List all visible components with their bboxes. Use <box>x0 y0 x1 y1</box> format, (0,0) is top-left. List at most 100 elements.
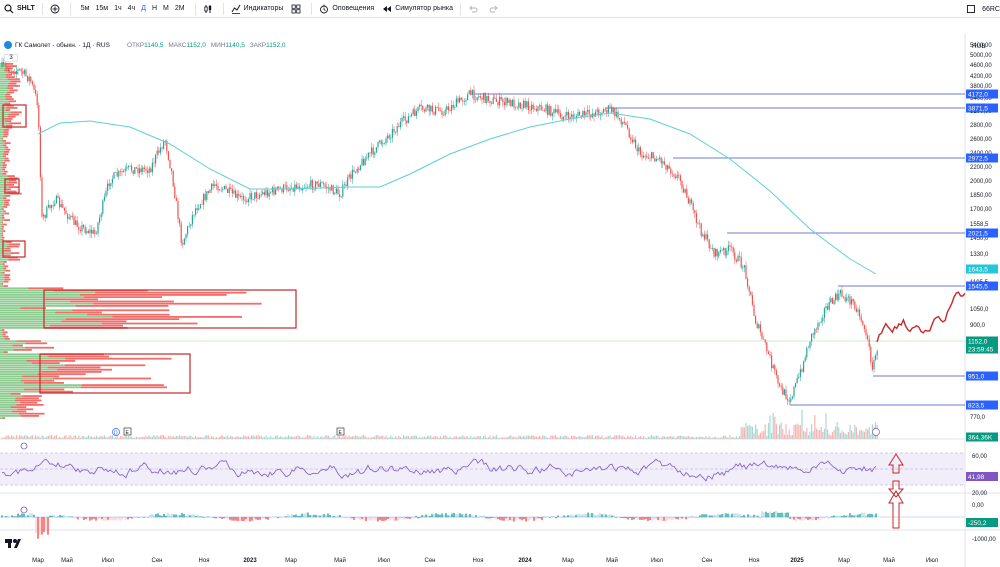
macd-bar <box>437 514 439 518</box>
candle-body <box>639 147 641 156</box>
highlight-box[interactable] <box>2 240 26 258</box>
timeframe-6[interactable]: М <box>163 5 169 12</box>
candle-body <box>134 167 136 174</box>
volume-bar <box>604 437 606 439</box>
macd-bar <box>711 515 713 518</box>
volume-bar <box>84 437 86 439</box>
candle-body <box>675 176 677 179</box>
macd-bar <box>155 513 157 518</box>
profile-bar-down <box>86 313 170 316</box>
timeframe-4[interactable]: Д <box>141 5 146 12</box>
arrow-down-icon[interactable] <box>887 480 905 498</box>
time-tick-label: 2025 <box>790 558 804 564</box>
symbol-logo-icon <box>4 41 12 49</box>
macd-bar <box>781 512 783 518</box>
candle-body <box>823 308 825 319</box>
profile-bar-up <box>0 318 66 320</box>
candle-body <box>755 315 757 324</box>
symbol-search[interactable]: SHLT <box>0 0 39 18</box>
profile-bar-up <box>0 364 65 367</box>
macd-bar <box>791 517 793 519</box>
candle-body <box>793 386 795 397</box>
earnings-marker[interactable]: E <box>123 427 132 436</box>
candle-body <box>822 318 824 322</box>
macd-bar <box>381 517 383 522</box>
volume-bar <box>555 435 557 439</box>
macd-settings-icon[interactable] <box>20 506 28 514</box>
redo-button[interactable] <box>485 0 506 18</box>
layouts-button[interactable] <box>287 0 308 18</box>
highlight-box[interactable] <box>39 353 191 394</box>
profile-bar-up <box>0 111 11 114</box>
volume-bar <box>518 435 520 439</box>
chart-canvas[interactable]: 5400,005000,004600,004200,003800,003400,… <box>0 19 1000 567</box>
chart-area[interactable]: ГК Самолет - обыкн. · 1Д · RUS ОТКР1140,… <box>0 19 1000 567</box>
volume-bar <box>473 436 475 439</box>
volume-bar <box>145 435 147 439</box>
candle-body <box>577 112 579 116</box>
highlight-box[interactable] <box>2 104 27 128</box>
user-drawings[interactable] <box>876 291 966 529</box>
horizontal-levels[interactable] <box>0 93 965 406</box>
fullscreen-icon[interactable] <box>966 4 976 14</box>
chart-type-button[interactable] <box>199 0 220 18</box>
macd-bar <box>151 513 153 518</box>
volume-bar <box>641 437 643 439</box>
volume-bar <box>753 433 755 439</box>
macd-bar <box>293 515 295 518</box>
earnings-marker[interactable]: E <box>336 427 345 436</box>
timeframe-1[interactable]: 15м <box>95 5 109 12</box>
volume-bar <box>539 435 541 439</box>
compare-button[interactable] <box>46 0 67 18</box>
arrow-up-icon[interactable] <box>888 453 904 474</box>
price-tick-label: 1700,00 <box>970 207 992 213</box>
volume-bar <box>867 429 869 439</box>
volume-bar <box>327 435 329 439</box>
candle-body <box>299 186 301 190</box>
volume-bar <box>363 435 365 439</box>
candle-body <box>428 104 430 112</box>
legend-collapse-button[interactable]: 3 <box>4 54 18 62</box>
top-toolbar: SHLT 5м 15м 1ч 4ч Д Н М 2М Индикаторы Оповещени… <box>0 0 1000 18</box>
time-axis[interactable]: Мар Май Июл Сен Ноя 2023 Мар Май Июл Сен Ноя 2024 Ма… <box>32 557 938 564</box>
rsi-settings-icon[interactable] <box>20 442 28 450</box>
projection-line[interactable] <box>876 291 966 343</box>
profile-bar-up <box>0 406 11 408</box>
alerts-button[interactable]: Оповещения <box>315 0 378 18</box>
timeframe-0[interactable]: 5м <box>80 5 90 12</box>
candle-body <box>71 215 73 217</box>
macd-bar <box>5 515 7 518</box>
volume-bar <box>455 436 457 439</box>
candle-body <box>476 97 478 101</box>
highlight-box[interactable] <box>43 289 297 329</box>
arrow-up-icon[interactable] <box>888 490 904 529</box>
indicators-button[interactable]: Индикаторы <box>227 0 288 18</box>
volume-bar <box>782 429 784 439</box>
candle-body <box>518 102 520 108</box>
replay-button[interactable]: Симулятор рынка <box>378 0 457 18</box>
upcoming-event-marker[interactable] <box>872 428 880 436</box>
macd-bar <box>439 514 441 518</box>
profile-bar-down <box>1 221 4 224</box>
volume-bar <box>631 437 633 439</box>
legend-title[interactable]: ГК Самолет - обыкн. · 1Д · RUS <box>15 41 110 49</box>
macd-tick-label: 0,00 <box>972 503 984 509</box>
price-axis[interactable]: 5400,005000,004600,004200,003800,003400,… <box>970 43 996 543</box>
timeframe-5[interactable]: Н <box>151 5 157 12</box>
highlight-box[interactable] <box>4 178 20 194</box>
candle-body <box>303 187 305 189</box>
candle-body <box>563 116 565 120</box>
volume-bar <box>124 435 126 439</box>
profile-bar-down <box>10 406 27 408</box>
account-label[interactable]: 66RC <box>982 5 1000 13</box>
candle-body <box>679 175 681 181</box>
timeframe-7[interactable]: 2М <box>174 5 185 12</box>
volume-bar <box>665 436 667 439</box>
dividend-marker[interactable]: D <box>112 428 120 437</box>
timeframe-2[interactable]: 1ч <box>114 5 122 12</box>
undo-button[interactable] <box>464 0 485 18</box>
timeframe-3[interactable]: 4ч <box>127 5 136 12</box>
tradingview-logo[interactable] <box>5 539 21 548</box>
macd-bar <box>585 513 587 518</box>
macd-bar <box>789 517 791 519</box>
